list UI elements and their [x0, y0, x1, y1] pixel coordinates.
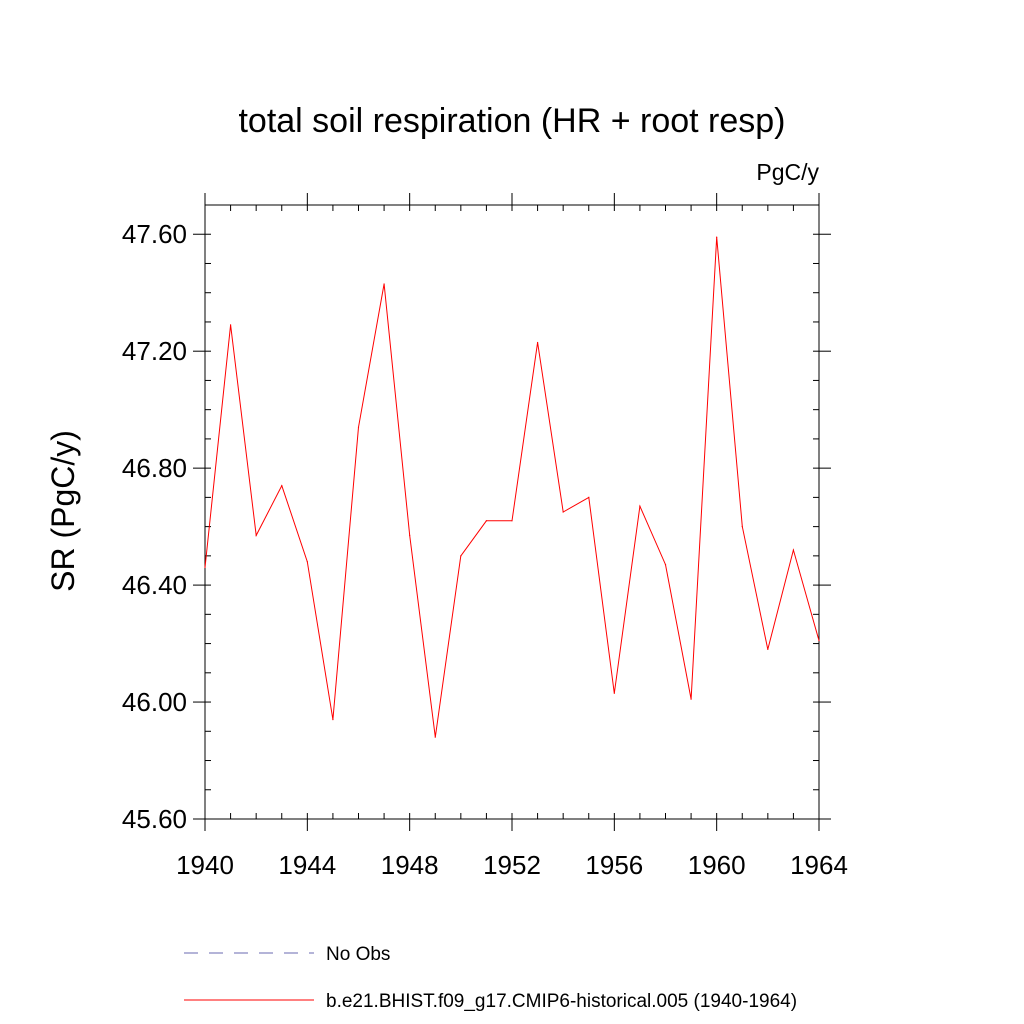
data-point [690, 698, 692, 700]
data-point [460, 555, 462, 557]
data-point [588, 496, 590, 498]
y-tick-label: 45.60 [122, 804, 187, 834]
data-point [357, 426, 360, 428]
x-tick-label: 1964 [790, 850, 848, 880]
data-point [536, 341, 539, 344]
data-point [229, 324, 232, 326]
data-point [511, 520, 513, 522]
series-line [204, 237, 820, 738]
data-point [741, 526, 743, 528]
chart-title: total soil respiration (HR + root resp) [238, 102, 785, 140]
y-tick-label: 46.00 [122, 687, 187, 717]
data-point [434, 736, 436, 738]
data-point [204, 566, 206, 569]
plot-frame [204, 204, 820, 820]
series-layer [204, 236, 820, 738]
data-point [485, 520, 488, 522]
data-point [306, 561, 308, 563]
units-label: PgC/y [756, 159, 819, 185]
data-point [332, 718, 334, 721]
x-tick-label: 1944 [278, 850, 336, 880]
data-point [767, 648, 769, 651]
data-point [613, 692, 615, 694]
y-axis-ticks: 45.60 46.00 46.40 46.80 47.20 47.60 [122, 204, 831, 834]
legend-label: No Obs [326, 944, 390, 965]
data-point [818, 640, 820, 642]
y-tick-label: 46.80 [122, 453, 187, 483]
x-tick-label: 1948 [381, 850, 439, 880]
data-point [792, 549, 795, 551]
data-point [383, 283, 385, 285]
data-point [281, 485, 283, 487]
data-point [562, 511, 564, 513]
y-tick-label: 47.60 [122, 219, 187, 249]
x-tick-label: 1960 [688, 850, 746, 880]
y-axis-label: SR (PgC/y) [45, 430, 81, 592]
x-axis-ticks: 1940 1944 1948 1952 1956 1960 1964 [176, 193, 848, 880]
x-tick-label: 1940 [176, 850, 234, 880]
legend-label: b.e21.BHIST.f09_g17.CMIP6-historical.005… [326, 991, 797, 1012]
data-point [255, 534, 257, 536]
data-point [716, 236, 718, 238]
data-point [409, 534, 411, 536]
legend: No Obs b.e21.BHIST.f09_g17.CMIP6-historic… [184, 944, 797, 1012]
x-tick-label: 1952 [483, 850, 541, 880]
y-tick-label: 46.40 [122, 570, 187, 600]
data-point [664, 564, 667, 566]
x-tick-label: 1956 [585, 850, 643, 880]
data-point [639, 505, 641, 507]
y-tick-label: 47.20 [122, 336, 187, 366]
